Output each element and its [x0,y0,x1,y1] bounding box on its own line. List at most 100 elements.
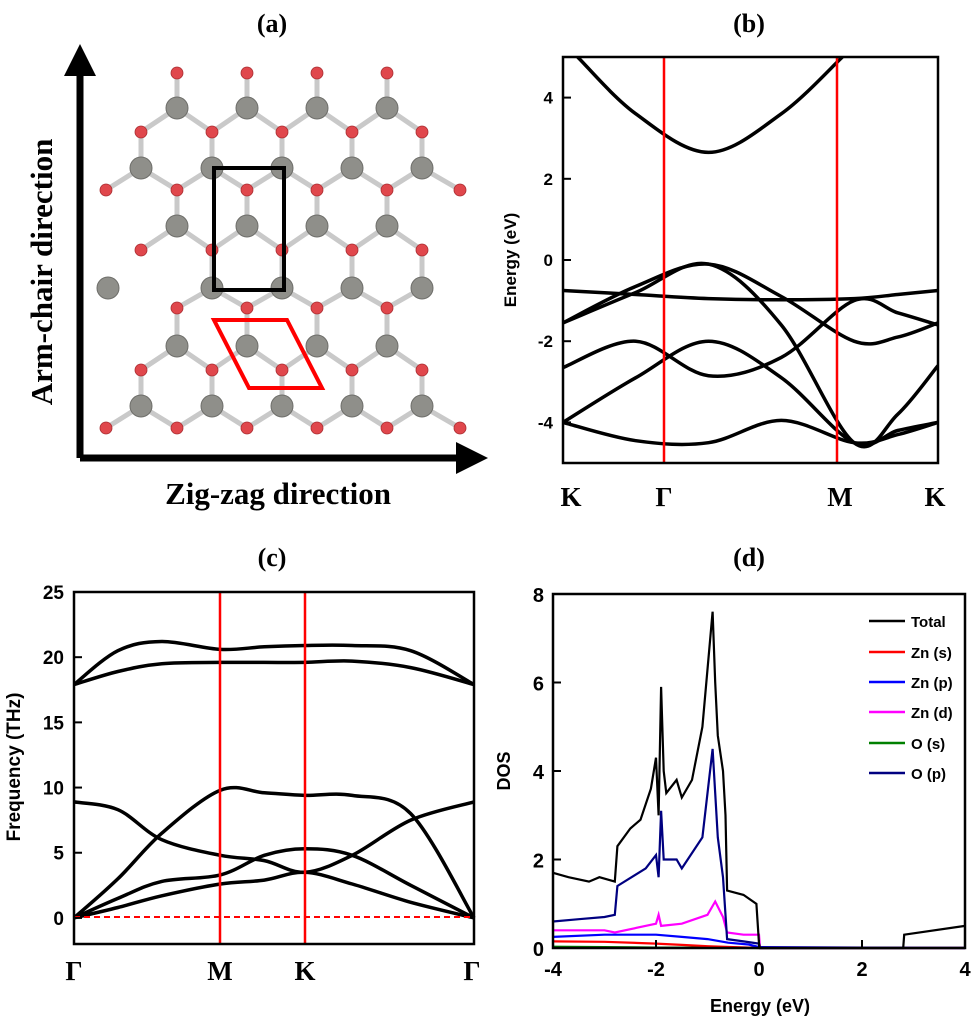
band-plot-frame [561,55,940,465]
legend-label-total: Total [911,614,946,631]
zn-atom [235,214,259,238]
o-atom [134,363,148,377]
zn-atom [340,156,364,180]
zn-atom [340,276,364,300]
phonon-ytick-label: 25 [43,583,65,604]
dos-y-axis-label: DOS [494,751,514,790]
zn-atom [165,334,189,358]
zn-atom [305,96,329,120]
zn-atom [305,334,329,358]
legend-label-o-p: O (p) [911,766,946,783]
dos-line-zn-d- [553,899,965,950]
o-atom [453,183,467,197]
o-atom [380,301,394,315]
phonon-ytick-label: 20 [43,648,64,669]
band-ytick-label: 4 [544,89,554,108]
dos-line-o-p- [552,748,965,950]
zn-atom [410,394,434,418]
zno-lattice [96,66,467,435]
o-atom [170,66,184,80]
dos-xtick-label: 4 [959,959,971,981]
panel-b-label: (b) [733,9,765,38]
zn-atom [235,334,259,358]
o-atom [453,421,467,435]
phonon-kpoint-gamma2: Γ [463,956,480,986]
zn-atom [340,394,364,418]
rectangular-supercell [212,166,286,292]
panel-c-label: (c) [258,543,287,572]
phonon-y-axis-label: Frequency (THz) [4,693,25,842]
band-line-band4 [563,297,938,378]
dos-ytick-label: 2 [533,851,544,873]
band-y-axis-label: Energy (eV) [501,213,520,307]
zn-atom [305,214,329,238]
panel-b: (b) 4 2 0 -2 -4 Energy (eV) K Γ M K [501,9,946,512]
dos-ytick-label: 8 [533,585,544,607]
phonon-plot-frame [72,590,476,946]
o-atom [345,125,359,139]
primitive-cell [210,318,326,390]
phonon-line-ac1 [72,785,476,920]
band-line-conduction [576,57,844,155]
dos-line-zn-p- [552,933,966,950]
band-line-band6 [563,418,938,447]
phonon-ytick-label: 10 [43,779,64,800]
o-atom [310,301,324,315]
zn-atom [96,276,120,300]
phonon-line-opt2 [73,659,475,687]
phonon-kpoint-K: K [294,956,315,986]
band-line-band5 [563,339,938,447]
o-atom [415,125,429,139]
band-y-ticks: 4 2 0 -2 -4 [538,89,571,432]
o-atom [134,243,148,257]
o-atom [205,125,219,139]
dos-xtick-label: 2 [856,959,867,981]
o-atom [415,363,429,377]
o-atom [240,301,254,315]
zn-atom [375,96,399,120]
o-atom [99,421,113,435]
o-atom [205,363,219,377]
o-atom [380,66,394,80]
zn-atom [375,334,399,358]
zn-atom [129,156,153,180]
band-line-band1 [563,288,938,302]
o-atom [310,66,324,80]
o-atom [134,125,148,139]
band-kpoint-K2: K [924,482,945,512]
dos-xtick-label: -2 [647,959,665,981]
o-atom [99,183,113,197]
zigzag-direction-label: Zig-zag direction [165,476,391,511]
armchair-arrow-head [64,44,96,76]
band-line-band3 [563,261,938,449]
band-ytick-label: -2 [538,332,553,351]
phonon-line-ac2 [73,800,475,875]
o-atom [380,183,394,197]
o-atom [240,66,254,80]
o-atom [170,421,184,435]
legend-label-zn-p: Zn (p) [911,675,953,692]
dos-x-axis-label: Energy (eV) [710,996,810,1016]
band-kpoint-gamma: Γ [655,482,672,512]
dos-lines [552,611,966,950]
phonon-ytick-label: 0 [53,909,64,930]
dos-line-total [552,611,966,950]
zn-atom [410,276,434,300]
panel-c: (c) 25 20 15 10 5 0 Frequency (THz) Γ M K Γ [4,543,481,986]
band-ytick-label: 2 [544,170,553,189]
phonon-kpoint-M: M [207,956,232,986]
phonon-line-ac4 [73,870,475,920]
o-atom [345,363,359,377]
panel-a-label: (a) [257,9,287,38]
dos-ytick-label: 4 [533,762,545,784]
phonon-ytick-label: 15 [43,713,65,734]
dos-xtick-label: 0 [753,959,764,981]
o-atom [380,421,394,435]
dos-ytick-label: 0 [533,939,544,961]
band-line-band2 [563,262,938,346]
o-atom [310,183,324,197]
o-atom [275,363,289,377]
